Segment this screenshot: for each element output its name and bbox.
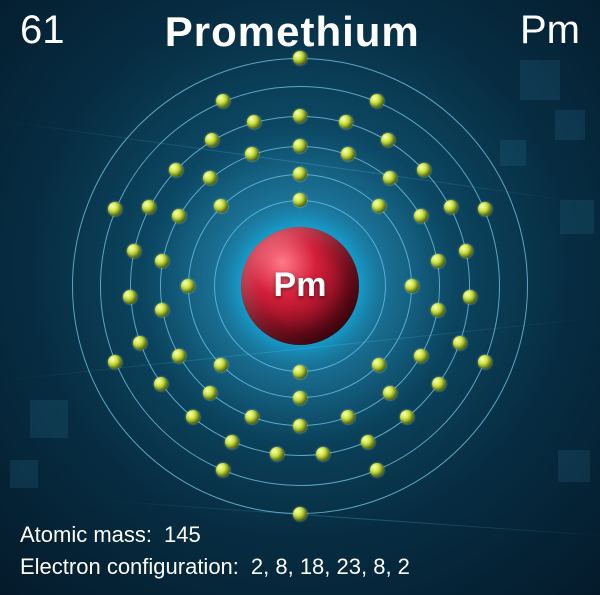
electron [293, 51, 307, 65]
electron [203, 171, 217, 185]
electron-config-value: 2, 8, 18, 23, 8, 2 [251, 551, 410, 583]
electron [400, 410, 414, 424]
electron [339, 115, 353, 129]
electron [293, 109, 307, 123]
electron [341, 147, 355, 161]
electron [142, 200, 156, 214]
electron [405, 279, 419, 293]
electron [453, 336, 467, 350]
atomic-mass-value: 145 [164, 519, 201, 551]
atomic-number: 61 [20, 8, 65, 53]
electron [270, 447, 284, 461]
electron [123, 290, 137, 304]
electron [316, 447, 330, 461]
electron [414, 349, 428, 363]
electron [383, 171, 397, 185]
electron [444, 200, 458, 214]
nucleus: Pm [241, 227, 359, 345]
electron [370, 463, 384, 477]
electron [127, 244, 141, 258]
electron [155, 254, 169, 268]
electron [478, 355, 492, 369]
electron [459, 244, 473, 258]
electron [431, 254, 445, 268]
electron [293, 167, 307, 181]
electron [245, 410, 259, 424]
electron [216, 94, 230, 108]
electron [341, 410, 355, 424]
electron [214, 199, 228, 213]
electron [203, 386, 217, 400]
bohr-diagram: Pm [60, 46, 540, 526]
electron [154, 377, 168, 391]
electron [214, 358, 228, 372]
electron [431, 303, 445, 317]
electron [181, 279, 195, 293]
electron [108, 202, 122, 216]
electron [372, 199, 386, 213]
electron [293, 139, 307, 153]
electron [293, 193, 307, 207]
electron [414, 209, 428, 223]
electron [172, 349, 186, 363]
electron [133, 336, 147, 350]
nucleus-symbol: Pm [274, 266, 327, 305]
electron-config-label: Electron configuration: [20, 551, 239, 583]
electron [169, 163, 183, 177]
electron [108, 355, 122, 369]
electron [417, 163, 431, 177]
electron [245, 147, 259, 161]
electron [478, 202, 492, 216]
electron [216, 463, 230, 477]
electron [247, 115, 261, 129]
electron [172, 209, 186, 223]
electron [372, 358, 386, 372]
electron [383, 386, 397, 400]
electron [432, 377, 446, 391]
electron [155, 303, 169, 317]
electron [463, 290, 477, 304]
electron [225, 435, 239, 449]
electron [205, 133, 219, 147]
electron [293, 391, 307, 405]
electron [293, 365, 307, 379]
electron [381, 133, 395, 147]
electron [293, 419, 307, 433]
electron [361, 435, 375, 449]
atomic-mass-label: Atomic mass: [20, 519, 152, 551]
electron [370, 94, 384, 108]
footer: Atomic mass: 145 Electron configuration:… [20, 519, 580, 583]
electron [186, 410, 200, 424]
